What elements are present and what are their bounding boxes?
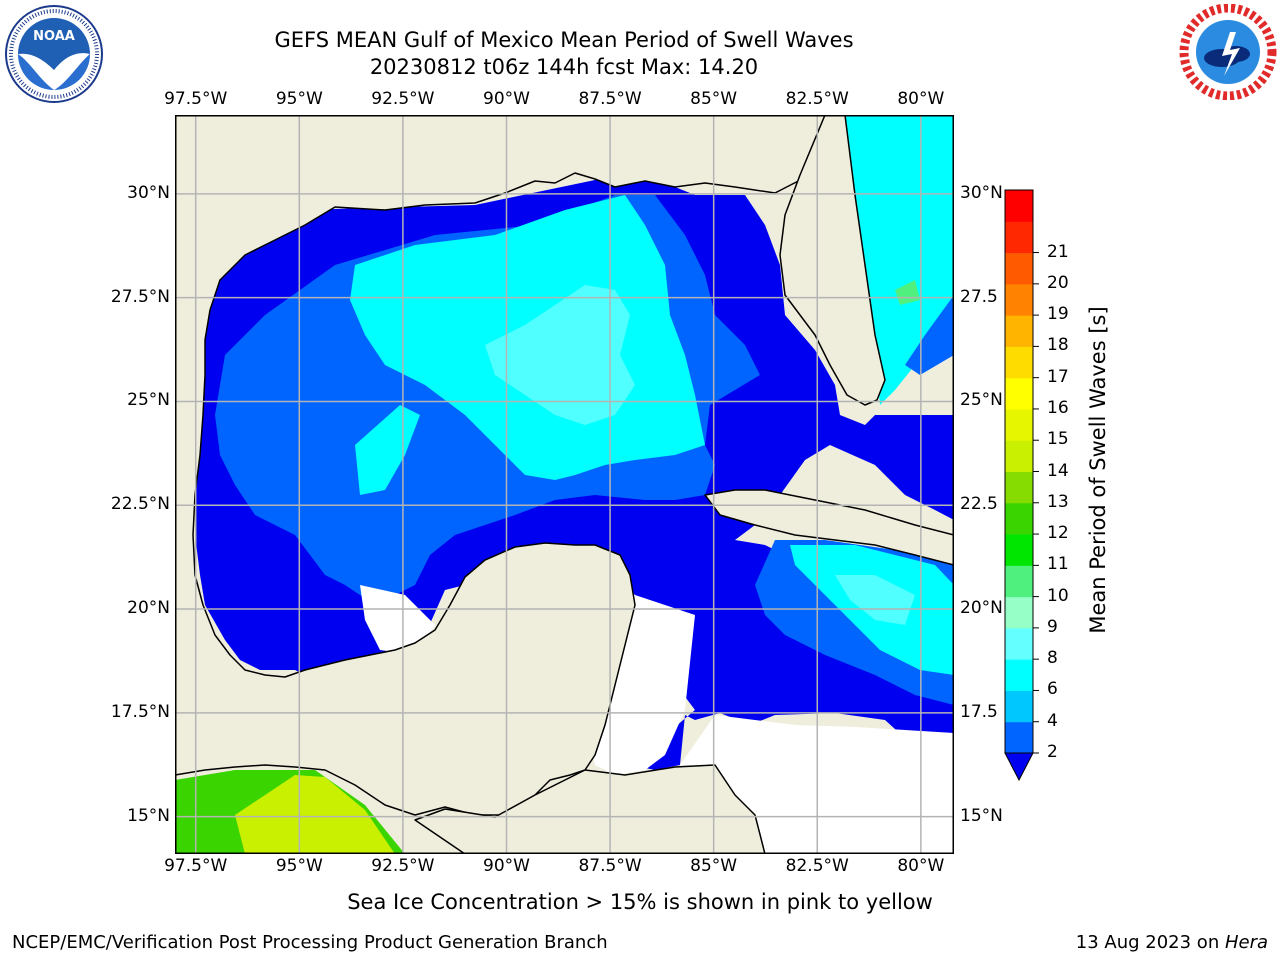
land-cuba [704, 489, 954, 566]
colorbar [1004, 189, 1039, 782]
land-central-america-south [414, 764, 766, 854]
colorbar-tick-label-0: 2 [1047, 742, 1058, 762]
colorbar-tick-label-14: 19 [1047, 304, 1069, 325]
colorbar-segment-16 [1005, 221, 1033, 254]
colorbar-tick-label-4: 9 [1047, 616, 1058, 637]
lon-label-top-0: 97.5°W [164, 89, 228, 109]
colorbar-tick-label-13: 18 [1047, 335, 1069, 356]
missing-data-south-gulf [360, 585, 435, 655]
lat-label-right-3: 22.5 [960, 494, 998, 515]
lon-label-top-5: 85°W [690, 89, 738, 109]
colorbar-segment-2 [1005, 659, 1033, 691]
lat-label-left-1: 27.5°N [110, 286, 170, 307]
colorbar-tick-label-9: 14 [1047, 460, 1069, 481]
sea-ice-note-text: Sea Ice Concentration > 15% is shown in … [347, 890, 933, 914]
colorbar-tick-label-5: 10 [1047, 585, 1069, 606]
lon-label-top-1: 95°W [275, 89, 323, 109]
colorbar-segment-0 [1005, 721, 1033, 754]
lon-label-bottom-2: 92.5°W [371, 856, 435, 876]
lat-label-right-0: 30°N [960, 182, 1003, 203]
field-4-6s-west [355, 405, 420, 495]
lat-label-right-5: 17.5 [960, 701, 998, 722]
field-atlantic-2-4s [905, 295, 954, 375]
colorbar-segment-12 [1005, 346, 1033, 379]
colorbar-segment-13 [1005, 315, 1033, 347]
colorbar-tick-label-2: 6 [1047, 679, 1058, 700]
colorbar-label: Mean Period of Swell Waves [s] [1086, 306, 1110, 634]
lon-label-bottom-1: 95°W [275, 856, 323, 876]
gridlines [175, 115, 954, 854]
land-florida [779, 115, 886, 406]
land-masses [175, 115, 954, 854]
field-atlantic-9-10s [895, 280, 920, 305]
colorbar-tick-label-3: 8 [1047, 648, 1058, 669]
lat-label-right-6: 15°N [960, 805, 1003, 826]
lon-label-top-6: 82.5°W [785, 89, 849, 109]
colorbar-segment-3 [1005, 627, 1033, 660]
lat-label-left-3: 22.5°N [110, 494, 170, 515]
lat-label-left-6: 15°N [127, 805, 170, 826]
footer-date: 13 Aug 2023 on [1075, 932, 1225, 953]
lon-label-top-7: 80°W [897, 89, 945, 109]
footer-host: Hera [1224, 932, 1268, 953]
colorbar-tick-label-12: 17 [1047, 366, 1069, 387]
lat-label-right-2: 25°N [960, 390, 1003, 411]
map-frame [175, 115, 954, 854]
colorbar-tick-label-10: 15 [1047, 429, 1069, 450]
colorbar-segment-4 [1005, 596, 1033, 629]
colorbar-under-arrow [1004, 752, 1034, 782]
lon-label-bottom-5: 85°W [690, 856, 738, 876]
lat-label-left-0: 30°N [127, 182, 170, 203]
nws-logo [1179, 4, 1277, 100]
lon-label-bottom-0: 97.5°W [164, 856, 228, 876]
gulf-of-mexico-map [175, 115, 954, 854]
footer-right: 13 Aug 2023 on Hera [1076, 932, 1268, 953]
lat-label-left-2: 25°N [127, 390, 170, 411]
field-caribbean-6-8s [835, 575, 915, 625]
chart-title: GEFS MEAN Gulf of Mexico Mean Period of … [274, 28, 854, 52]
colorbar-tick-label-15: 20 [1047, 272, 1069, 293]
colorbar-tick-label-11: 16 [1047, 397, 1069, 418]
field-6-8s [485, 285, 635, 425]
lat-label-left-4: 20°N [127, 598, 170, 619]
field-atlantic-4-6s [840, 115, 954, 405]
colorbar-tick-label-1: 4 [1047, 710, 1058, 731]
colorbar-segment-9 [1005, 440, 1033, 472]
lon-label-top-4: 87.5°W [578, 89, 642, 109]
field-pacific-12-13s [235, 775, 395, 854]
colorbar-segment-1 [1005, 690, 1033, 723]
noaa-logo-text: NOAA [33, 29, 75, 44]
colorbar-tick-label-7: 12 [1047, 523, 1069, 544]
lat-label-right-1: 27.5 [960, 286, 998, 307]
colorbar-tick-label-8: 13 [1047, 491, 1069, 512]
colorbar-segment-8 [1005, 471, 1033, 504]
colorbar-segment-11 [1005, 377, 1033, 410]
colorbar-tick-label-6: 11 [1047, 554, 1069, 575]
colorbar-segment-5 [1005, 565, 1033, 598]
sea-ice-note: Sea Ice Concentration > 15% is shown in … [0, 890, 1280, 914]
colorbar-tick-label-16: 21 [1047, 241, 1069, 262]
colorbar-segment-15 [1005, 252, 1033, 285]
footer-left: NCEP/EMC/Verification Post Processing Pr… [12, 932, 608, 953]
chart-subtitle: 20230812 t06z 144h fcst Max: 14.20 [369, 55, 759, 79]
colorbar-segment-14 [1005, 283, 1033, 316]
colorbar-segment-10 [1005, 408, 1033, 441]
lat-label-left-5: 17.5°N [110, 701, 170, 722]
lon-label-bottom-4: 87.5°W [578, 856, 642, 876]
lat-label-right-4: 20°N [960, 598, 1003, 619]
colorbar-segment-6 [1005, 534, 1033, 566]
lon-label-top-2: 92.5°W [371, 89, 435, 109]
lon-label-bottom-6: 82.5°W [785, 856, 849, 876]
colorbar-segment-7 [1005, 502, 1033, 535]
lon-label-bottom-7: 80°W [897, 856, 945, 876]
lon-label-top-3: 90°W [483, 89, 530, 109]
colorbar-segment-17 [1005, 190, 1033, 222]
noaa-logo: NOAA [5, 5, 103, 103]
lon-label-bottom-3: 90°W [483, 856, 530, 876]
